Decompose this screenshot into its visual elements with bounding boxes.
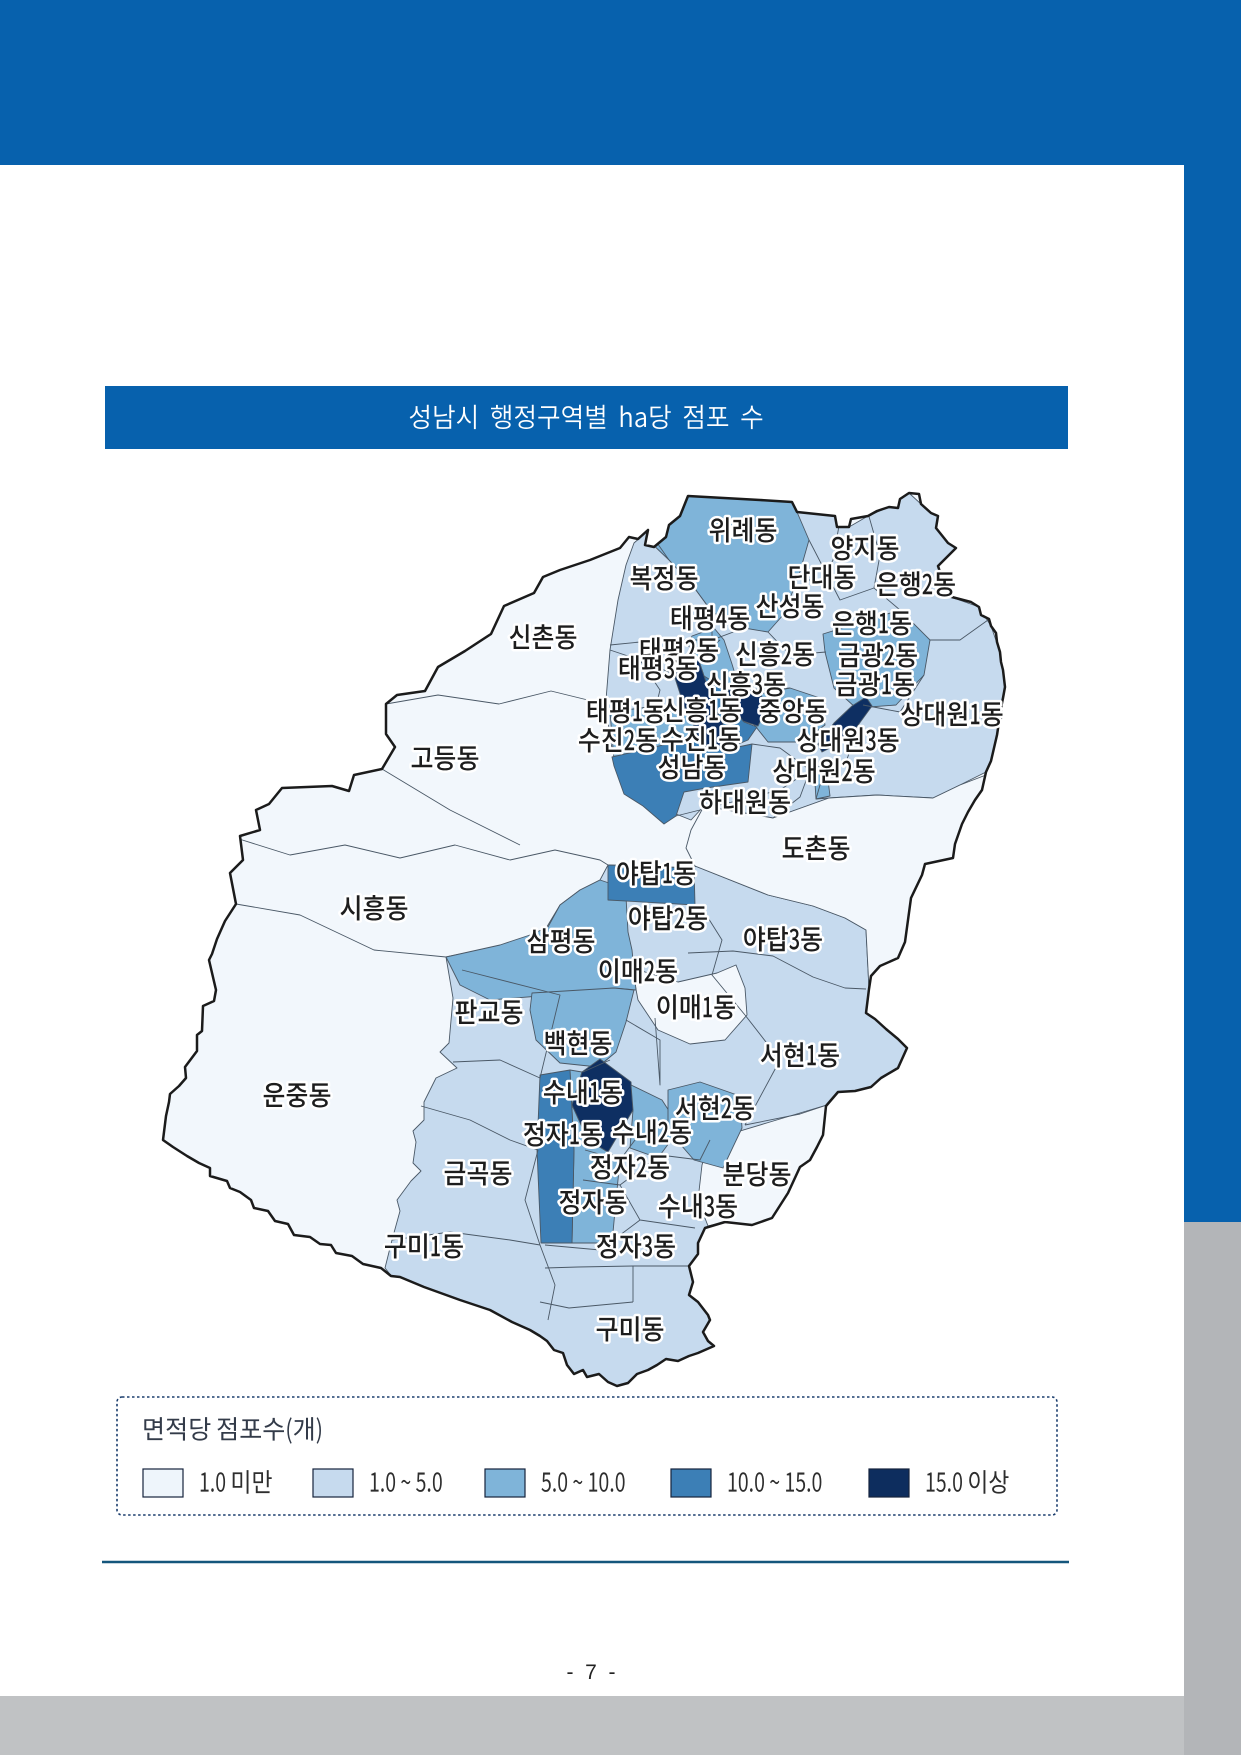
svg-text:- 7 -: - 7 - [566,1661,615,1684]
